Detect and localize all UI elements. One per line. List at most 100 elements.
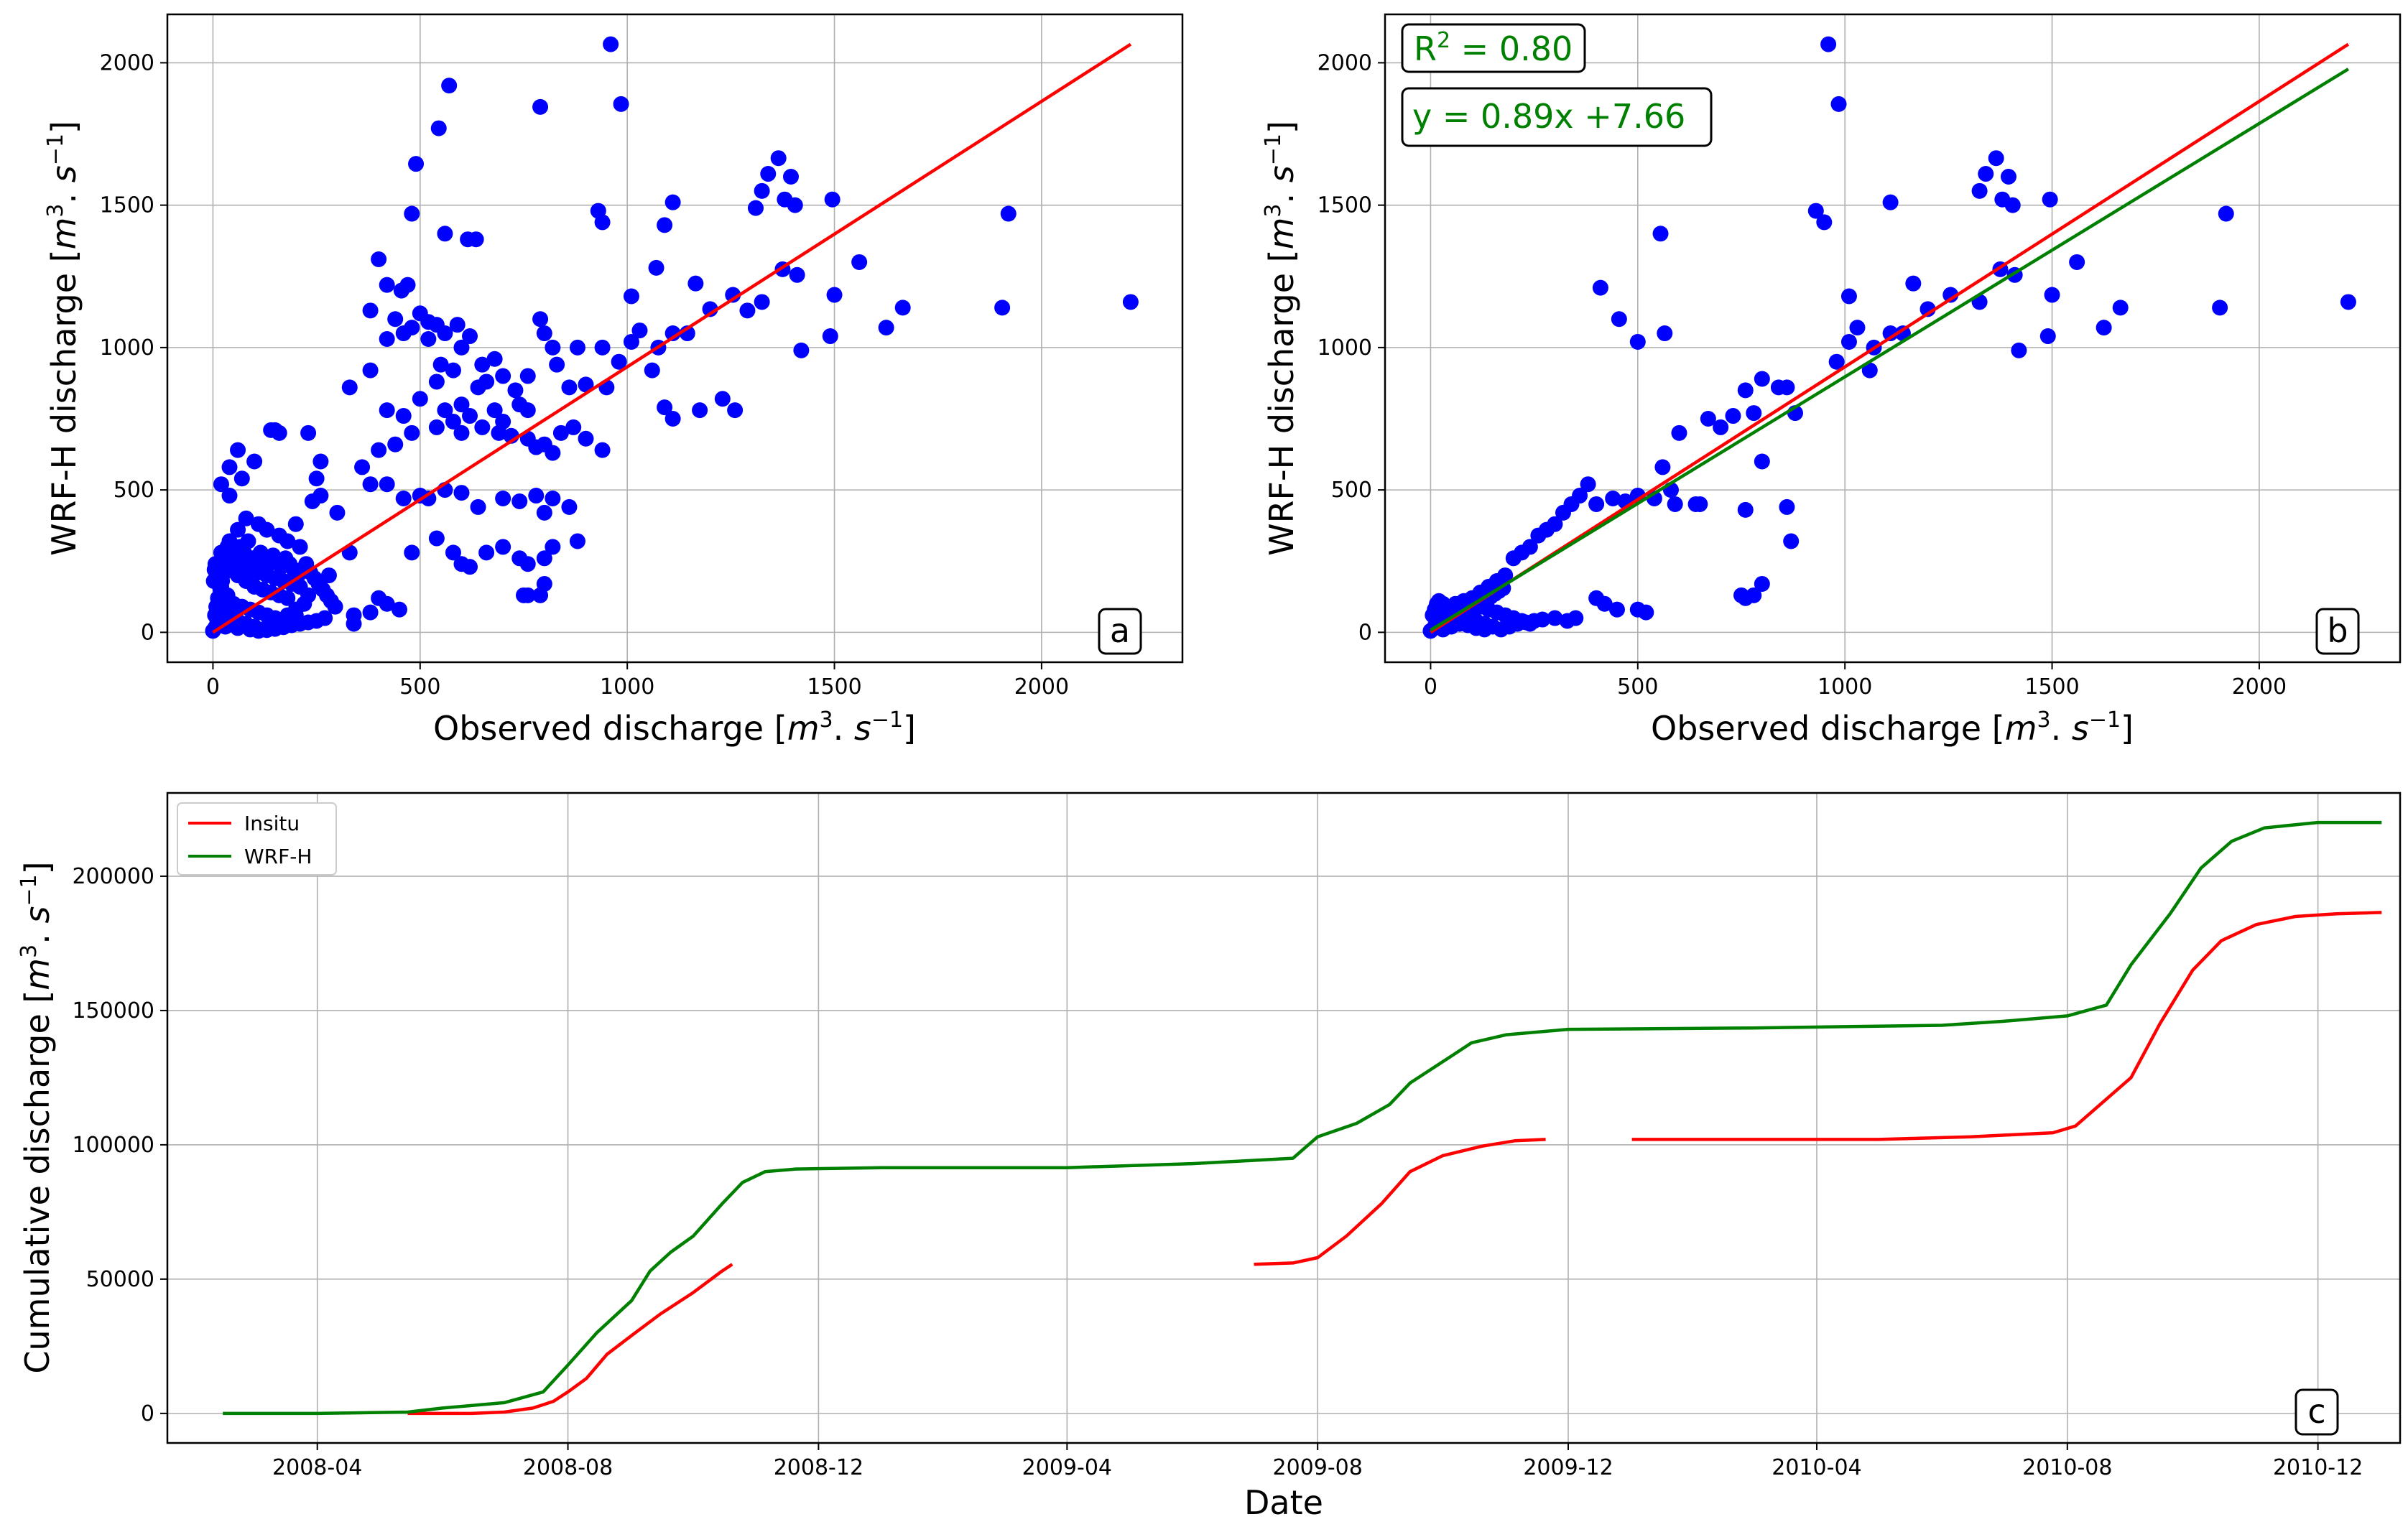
panel-a-data-point	[631, 322, 648, 339]
panel-b-data-point	[1746, 405, 1762, 422]
panel-b-regression-line	[1430, 68, 2350, 632]
panel-a-data-point	[395, 325, 412, 342]
panel-a-data-point	[692, 402, 708, 419]
panel-b-ticks: 0 500 1000 1500 2000 0 500 1000 1500 2000	[1318, 50, 2287, 700]
panel-a-data-point	[259, 521, 275, 538]
panel-c-xtick-label: 2008-04	[272, 1455, 362, 1480]
panel-b-data-point	[1596, 595, 1613, 612]
panel-a-data-point	[437, 226, 453, 242]
panel-c-label: c	[2307, 1392, 2325, 1431]
panel-a-data-point	[428, 373, 445, 390]
panel-c-xtick-label: 2008-12	[774, 1455, 863, 1480]
panel-b-data-point	[2000, 168, 2016, 185]
panel-b-data-point	[1830, 96, 1847, 112]
panel-b-one-to-one-line	[1430, 42, 2350, 634]
panel-c-xtick-label: 2010-04	[1772, 1455, 1861, 1480]
panel-a-data-point	[371, 251, 387, 267]
panel-b-data-point	[1840, 288, 1857, 305]
panel-a-data-point	[787, 197, 803, 213]
panel-b-label-box: b	[2315, 608, 2360, 655]
panel-b-data-point	[1905, 275, 1922, 292]
panel-a-data-point	[445, 544, 461, 561]
panel-b-data-point	[1882, 325, 1899, 342]
panel-a-data-point	[519, 402, 536, 419]
panel-a-data-point	[296, 595, 312, 612]
panel-b-data-point	[1988, 150, 2004, 167]
panel-a-data-point	[453, 424, 470, 441]
fit-equation-text: y = 0.89x +7.66	[1412, 97, 1685, 136]
panel-a-data-point	[430, 120, 447, 136]
panel-a-label: a	[1110, 611, 1130, 650]
legend-wrfh-label: WRF-H	[244, 845, 312, 868]
panel-a-data-point	[486, 402, 503, 419]
panel-a-ytick-label: 500	[114, 478, 154, 503]
panel-a-data-point	[760, 166, 777, 182]
panel-b-data-point	[1592, 279, 1608, 296]
panel-b-data-point	[1942, 287, 1959, 303]
series-insitu-line	[1631, 911, 2382, 1141]
panel-a-data-point	[379, 277, 395, 293]
r-squared-text: R2 = 0.80	[1414, 28, 1573, 68]
panel-b-xtick-label: 500	[1617, 674, 1658, 700]
panel-b-data-point	[1567, 610, 1584, 626]
panel-c-xlabel: Date	[1244, 1483, 1323, 1522]
panel-a-data-point	[851, 254, 868, 270]
panel-a-data-point	[279, 590, 296, 606]
panel-b-xtick-label: 1000	[1817, 674, 1872, 700]
panel-b-points	[1422, 36, 2356, 639]
panel-b-data-point	[1971, 182, 1988, 199]
panel-a-data-point	[565, 419, 582, 435]
panel-a-data-point	[491, 424, 507, 441]
panel-b-data-point	[2042, 191, 2058, 208]
panel-a-data-point	[536, 504, 552, 521]
panel-a-xtick-label: 1500	[807, 674, 861, 700]
panel-b-data-point	[1882, 194, 1899, 210]
panel-a-xtick-label: 0	[206, 674, 220, 700]
panel-b-data-point	[1754, 453, 1770, 470]
panel-c-xtick-label: 2009-08	[1272, 1455, 1362, 1480]
panel-b-data-point	[2011, 342, 2027, 358]
panel-a-data-point	[362, 476, 379, 493]
panel-a-data-point	[230, 620, 246, 636]
panel-c-ytick-label: 50000	[86, 1267, 154, 1292]
panel-a-data-point	[536, 325, 552, 342]
panel-b-lines	[1430, 42, 2350, 634]
panel-b-data-point	[2340, 294, 2356, 310]
panel-a-data-point	[354, 459, 371, 475]
panel-a-data-point	[437, 402, 453, 419]
panel-a-data-point	[603, 36, 619, 52]
panel-a-data-point	[657, 217, 673, 233]
panel-a-data-point	[312, 488, 329, 504]
panel-b-data-point	[1840, 333, 1857, 350]
panel-a-data-point	[437, 325, 453, 342]
panel-b-data-point	[2069, 254, 2085, 270]
panel-a-data-point	[478, 544, 495, 561]
panel-a-data-point	[549, 356, 565, 373]
panel-a-data-point	[664, 411, 681, 427]
panel-a-data-point	[391, 601, 407, 618]
panel-b-data-point	[1522, 616, 1538, 632]
panel-b-data-point	[2212, 300, 2228, 316]
panel-a-data-point	[822, 328, 838, 345]
panel-a-data-point	[474, 356, 491, 373]
panel-b-data-point	[1700, 411, 1716, 427]
panel-b-ytick-label: 1500	[1318, 193, 1372, 218]
panel-b-data-point	[1638, 604, 1654, 621]
panel-a-data-point	[468, 231, 484, 248]
panel-a-data-point	[462, 328, 478, 345]
panel-a-data-point	[445, 413, 461, 430]
panel-a-data-point	[379, 476, 395, 493]
panel-a-xtick-label: 2000	[1014, 674, 1069, 700]
panel-a-data-point	[664, 325, 681, 342]
panel-a-data-point	[478, 373, 495, 390]
panel-a-data-point	[428, 419, 445, 435]
panel-c-ylabel: Cumulative discharge [m3. s−1]	[17, 861, 57, 1373]
panel-a-data-point	[412, 391, 428, 407]
panel-b-data-point	[1816, 214, 1833, 231]
panel-a-ytick-label: 1500	[100, 193, 154, 218]
panel-c-xtick-label: 2009-12	[1523, 1455, 1613, 1480]
panel-a-data-point	[569, 339, 585, 356]
panel-a-data-point	[449, 317, 466, 333]
panel-a-data-point	[275, 611, 292, 628]
panel-a-data-point	[515, 587, 532, 603]
